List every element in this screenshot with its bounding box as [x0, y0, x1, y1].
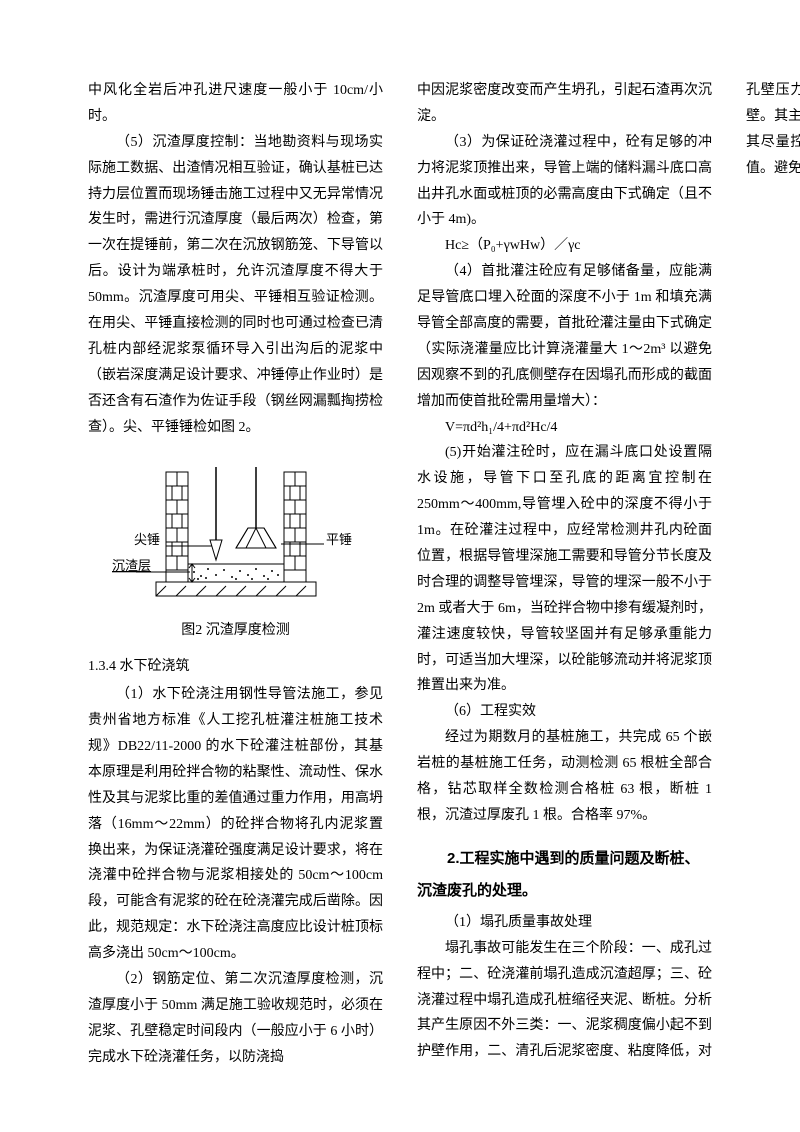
c2-p2: （4）首批灌注砼应有足够储备量，应能满足导管底口埋入砼面的深度不小于 1m 和填… [417, 259, 712, 414]
two-column-layout: 中风化全岩后冲孔进尺速度一般小于 10cm/小时。 （5）沉渣厚度控制：当地勘资… [88, 78, 712, 1082]
formula-1: Hc≥（P₀+γwHw）／γc [417, 233, 712, 259]
c1-p3: （2）钢筋定位、第二次沉渣厚度检测，沉渣厚度小于 50mm 满足施工验收规范时，… [88, 967, 383, 1071]
formula-2: V=πd²h₁/4+πd²Hc/4 [417, 415, 712, 441]
section-2-heading-b: 沉渣废孔的处理。 [417, 877, 712, 906]
c2-p3: (5)开始灌注砼时，应在漏斗底口处设置隔水设施，导管下口至孔底的距离宜控制在 2… [417, 440, 712, 699]
c2-p1: （3）为保证砼浇灌过程中，砼有足够的冲力将泥浆顶推出来，导管上端的储料漏斗底口高… [417, 130, 712, 234]
figure-2: 尖锤 平锤 沉渣层 图2 沉渣厚度检测 [88, 452, 383, 644]
c1-p1: （5）沉渣厚度控制：当地勘资料与现场实际施工数据、出渣情况相互验证，确认基桩已达… [88, 130, 383, 441]
c2-p6: （1）塌孔质量事故处理 [417, 910, 712, 936]
c2-p0: 中因泥浆密度改变而产生坍孔，引起石渣再次沉淀。 [417, 78, 712, 130]
c2-p4: （6）工程实效 [417, 699, 712, 725]
label-layer: 沉渣层 [112, 558, 151, 573]
heading-134: 1.3.4 水下砼浇筑 [88, 654, 383, 680]
c2-p5: 经过为期数月的基桩施工，共完成 65 个嵌岩桩的基桩施工任务，动测检测 65 根… [417, 725, 712, 829]
label-left: 尖锤 [134, 532, 160, 547]
sediment-diagram: 尖锤 平锤 沉渣层 [106, 452, 366, 612]
section-2-heading-a: 2.工程实施中遇到的质量问题及断桩、 [417, 845, 712, 874]
figure-2-caption: 图2 沉渣厚度检测 [88, 618, 383, 644]
c1-p0: 中风化全岩后冲孔进尺速度一般小于 10cm/小时。 [88, 78, 383, 130]
label-right: 平锤 [326, 532, 352, 547]
c1-p2: （1）水下砼浇注用钢性导管法施工，参见贵州省地方标准《人工挖孔桩灌注桩施工技术规… [88, 682, 383, 967]
